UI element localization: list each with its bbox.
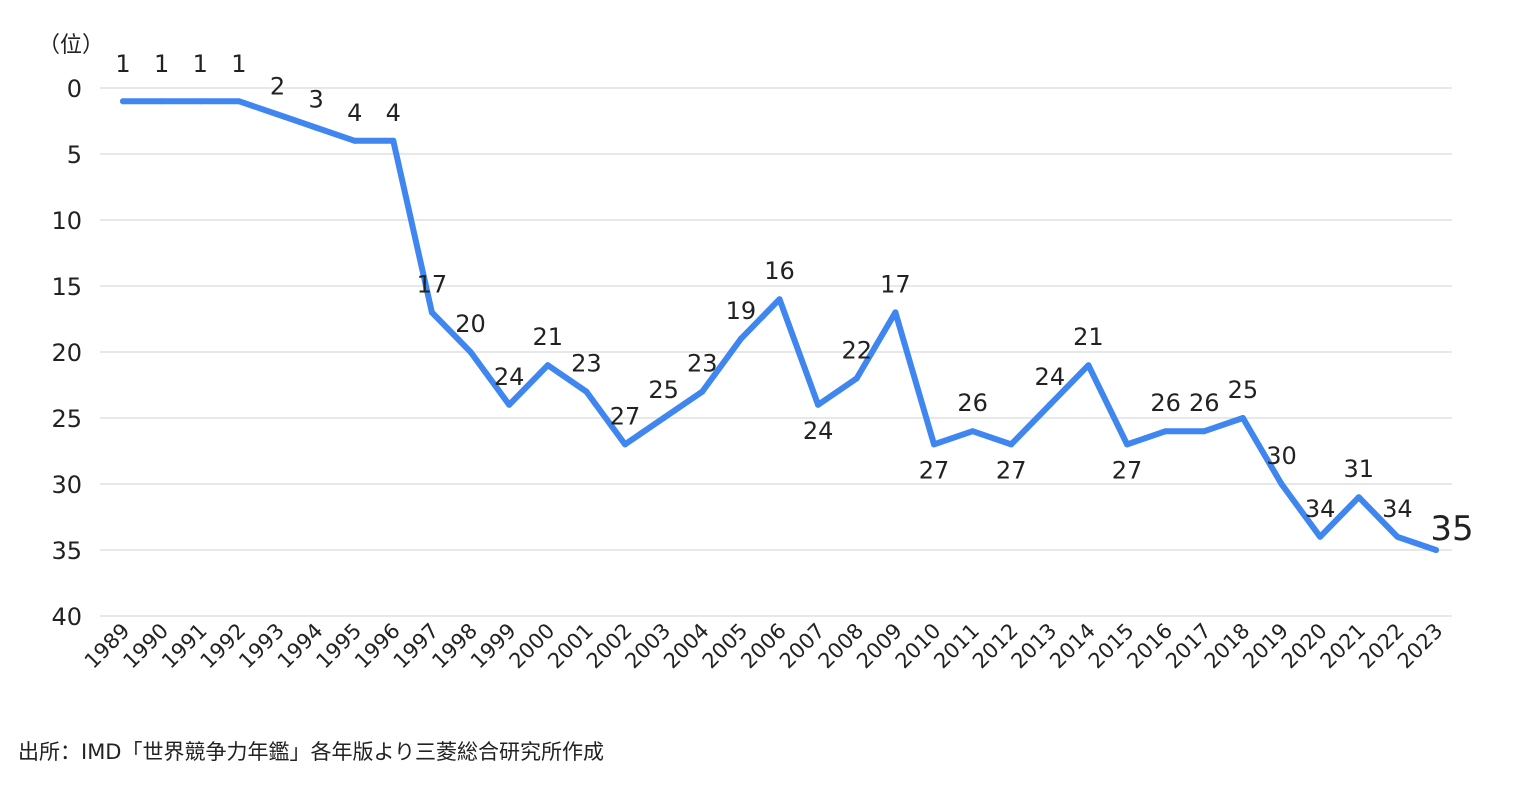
data-point	[892, 309, 899, 316]
data-label: 19	[726, 297, 757, 325]
data-point	[1085, 362, 1092, 369]
data-point	[1046, 401, 1053, 408]
grid-layer	[100, 87, 1452, 617]
x-axis: 1989199019911992199319941995199619971998…	[80, 619, 1448, 674]
data-label: 26	[957, 389, 988, 417]
data-point	[1008, 441, 1015, 448]
data-label: 1	[154, 50, 169, 78]
data-point	[390, 137, 397, 144]
source-note: 出所：IMD「世界競争力年鑑」各年版より三菱総合研究所作成	[18, 740, 605, 764]
data-label: 22	[841, 336, 872, 364]
data-label: 4	[386, 99, 401, 127]
data-point	[197, 98, 204, 105]
data-point	[737, 335, 744, 342]
data-point	[583, 388, 590, 395]
y-tick-label: 15	[51, 273, 82, 301]
data-point	[1239, 415, 1246, 421]
data-point	[660, 415, 667, 421]
data-label: 21	[1073, 323, 1104, 351]
data-point	[274, 111, 281, 118]
data-label: 34	[1382, 495, 1413, 523]
data-label: 30	[1266, 442, 1297, 470]
data-label: 34	[1305, 495, 1336, 523]
x-tick-label: 2023	[1393, 619, 1448, 674]
data-point	[158, 98, 165, 105]
data-label: 20	[455, 310, 486, 338]
y-tick-label: 25	[51, 405, 82, 433]
data-label: 1	[231, 50, 246, 78]
data-label: 35	[1430, 509, 1473, 549]
y-tick-label: 30	[51, 471, 82, 499]
data-label: 25	[648, 376, 679, 404]
data-point	[1433, 547, 1439, 553]
data-point	[622, 441, 629, 448]
data-point	[120, 98, 126, 105]
data-label: 24	[494, 363, 525, 391]
y-axis: 0 5 10 15 20 25 30 35 40	[51, 75, 82, 631]
data-point	[853, 375, 860, 382]
data-label: 25	[1228, 376, 1259, 404]
data-point	[544, 362, 551, 369]
data-label: 17	[417, 270, 448, 298]
data-point	[1317, 533, 1324, 540]
data-point	[351, 137, 358, 144]
data-point	[428, 309, 435, 316]
y-tick-label: 40	[51, 603, 82, 631]
y-tick-label: 20	[51, 339, 82, 367]
data-point	[467, 349, 474, 355]
data-point	[506, 401, 513, 408]
data-label: 26	[1189, 389, 1220, 417]
data-label: 27	[610, 402, 641, 430]
data-label: 27	[996, 456, 1027, 484]
data-point	[1162, 428, 1169, 435]
data-point	[1355, 494, 1362, 501]
data-point	[313, 124, 320, 131]
data-label: 1	[193, 50, 208, 78]
data-label: 21	[533, 323, 564, 351]
data-label: 2	[270, 72, 285, 100]
data-label: 26	[1150, 389, 1181, 417]
data-label: 31	[1343, 455, 1374, 483]
ranking-line-chart: 0 5 10 15 20 25 30 35 40 19891990199119921993199…	[38, 33, 1474, 674]
data-point	[969, 428, 976, 435]
data-point	[1278, 481, 1285, 487]
data-point	[815, 401, 822, 408]
series-layer	[120, 98, 1439, 553]
data-label: 23	[687, 350, 718, 378]
data-point	[235, 98, 242, 105]
data-point	[930, 441, 937, 448]
data-label: 4	[347, 99, 362, 127]
data-point	[1124, 441, 1131, 448]
data-point	[1394, 533, 1401, 540]
data-point	[699, 388, 706, 395]
y-tick-label: 0	[67, 75, 82, 103]
y-tick-label: 5	[67, 141, 82, 169]
data-label: 3	[308, 86, 323, 114]
data-label: 17	[880, 270, 911, 298]
data-label: 27	[1112, 456, 1143, 484]
data-label: 1	[115, 50, 130, 78]
data-label: 27	[919, 456, 950, 484]
data-point	[776, 296, 783, 303]
data-label-layer: 1 1 1 12 3 4 417202421232725231916242217272627…	[115, 50, 1473, 549]
data-point	[1201, 428, 1208, 435]
data-label: 23	[571, 350, 602, 378]
y-tick-label: 10	[51, 207, 82, 235]
data-label: 24	[803, 417, 834, 445]
y-axis-unit-label: （位）	[38, 33, 104, 58]
ranking-series-line	[120, 98, 1439, 553]
data-label: 16	[764, 257, 795, 285]
y-tick-label: 35	[51, 537, 82, 565]
data-label: 24	[1035, 363, 1066, 391]
